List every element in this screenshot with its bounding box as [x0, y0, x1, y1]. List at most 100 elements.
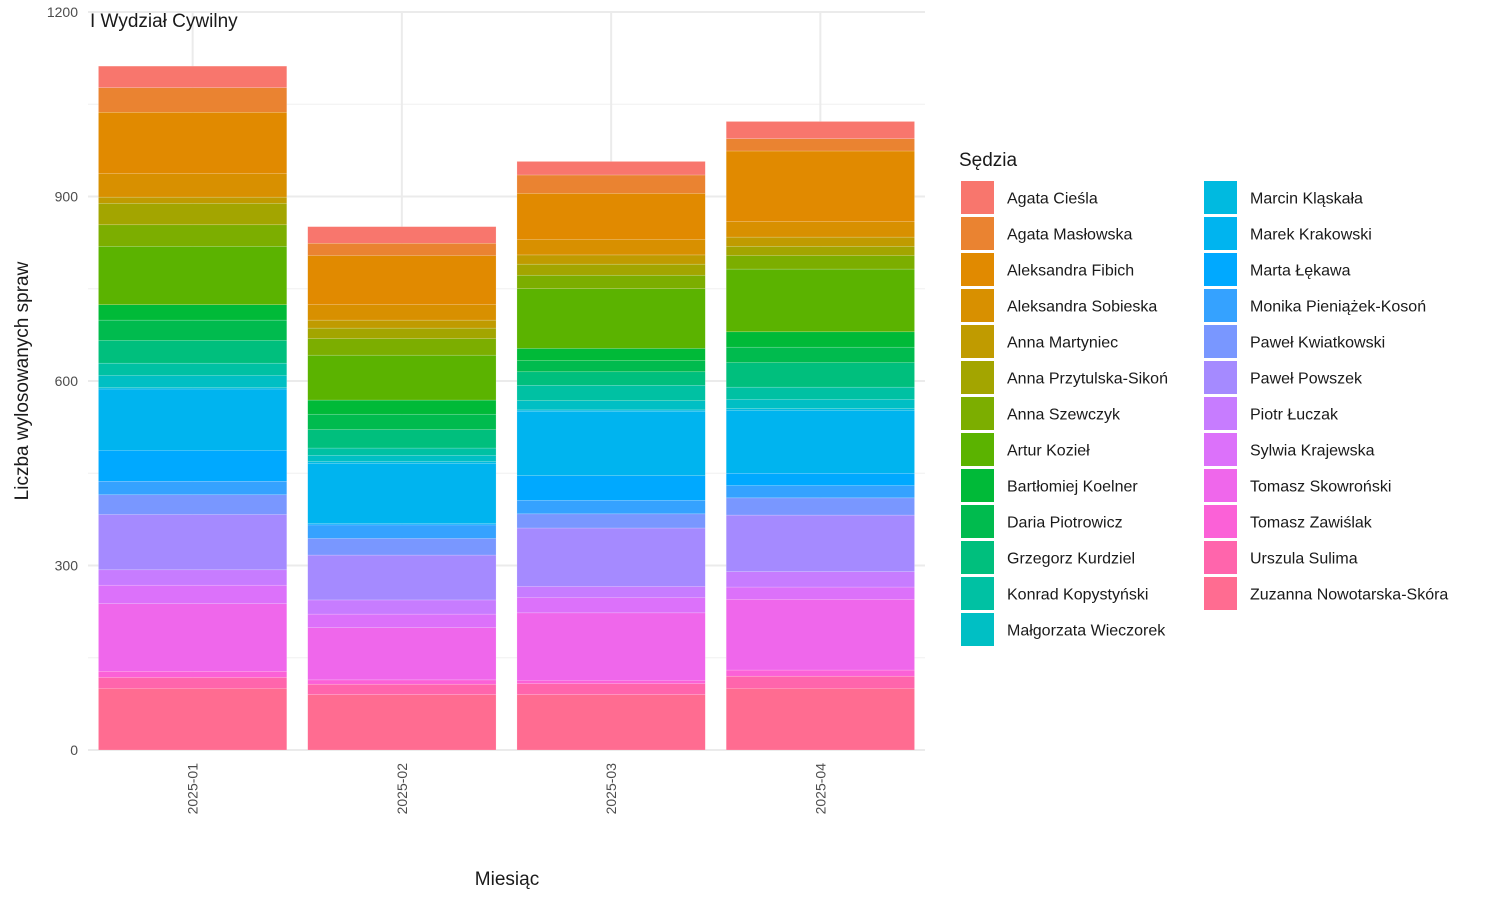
y-tick-label: 900: [55, 189, 79, 205]
bar-segment: [725, 221, 915, 238]
bar-segment: [98, 671, 288, 678]
x-axis-ticks: 2025-01 2025-02 2025-03 2025-04: [185, 763, 829, 815]
bar-segment: [98, 388, 288, 451]
bar-segment: [98, 87, 288, 113]
bar-segment: [516, 597, 706, 614]
bar-segment: [516, 694, 706, 751]
legend-label: Marta Łękawa: [1250, 263, 1351, 280]
x-tick-label: 2025-01: [185, 763, 201, 815]
legend-key: [1204, 541, 1237, 574]
bar-segment: [516, 683, 706, 695]
bar-segment: [307, 226, 497, 244]
bar-segment: [516, 161, 706, 176]
legend-label: Tomasz Zawiślak: [1250, 515, 1373, 532]
bar-segment: [516, 527, 706, 587]
bar-segment: [725, 138, 915, 152]
x-tick-label: 2025-04: [812, 763, 828, 815]
bar-segment: [725, 346, 915, 363]
bar-segment: [98, 514, 288, 571]
bar-segment: [516, 193, 706, 240]
bar-segment: [516, 263, 706, 276]
legend-key: [1204, 181, 1237, 214]
bar-segment: [725, 675, 915, 689]
bar-segment: [307, 413, 497, 430]
bar-segment: [307, 554, 497, 601]
bar-segment: [725, 121, 915, 139]
bar-segment: [725, 586, 915, 600]
y-axis-ticks: 0 300 600 900 1200: [47, 4, 78, 758]
legend-key: [961, 325, 994, 358]
bar-segment: [516, 513, 706, 529]
legend-key: [961, 577, 994, 610]
bar-segment: [725, 571, 915, 588]
legend-label: Monika Pieniążek-Kosoń: [1250, 299, 1426, 316]
bar-segment: [307, 242, 497, 256]
bar-segment: [725, 599, 915, 671]
y-tick-label: 1200: [47, 4, 78, 20]
bar-segment: [725, 255, 915, 270]
bar-segment: [725, 331, 915, 348]
bar-segment: [307, 538, 497, 556]
legend-key: [1204, 433, 1237, 466]
bar-segment: [307, 463, 497, 524]
legend-label: Marcin Kląskała: [1250, 191, 1363, 208]
bar-segment: [725, 399, 915, 409]
legend-label: Anna Martyniec: [1007, 335, 1118, 352]
y-tick-label: 300: [55, 558, 79, 574]
bar-segment: [516, 612, 706, 681]
legend-label: Tomasz Skowroński: [1250, 479, 1391, 496]
bar-segment: [307, 627, 497, 681]
legend-label: Aleksandra Sobieska: [1007, 299, 1157, 316]
bar-segment: [307, 694, 497, 751]
bar-segment: [725, 688, 915, 751]
bar-segment: [725, 246, 915, 256]
legend-key: [961, 397, 994, 430]
legend-label: Anna Przytulska-Sikoń: [1007, 371, 1168, 388]
legend-key: [961, 469, 994, 502]
bar-segment: [98, 304, 288, 321]
legend-label: Agata Cieśla: [1007, 191, 1098, 208]
bar-segment: [98, 480, 288, 496]
legend-key: [1204, 289, 1237, 322]
bar-segment: [98, 584, 288, 604]
bar-segment: [98, 688, 288, 751]
y-tick-label: 600: [55, 373, 79, 389]
bar-segment: [98, 224, 288, 247]
bar-segment: [516, 288, 706, 349]
bar-segment: [307, 461, 497, 464]
legend-key: [961, 289, 994, 322]
legend-label: Agata Masłowska: [1007, 227, 1132, 244]
bar-segment: [307, 319, 497, 329]
bar-segment: [307, 679, 497, 685]
legend-label: Bartłomiej Koelner: [1007, 479, 1138, 496]
bar-segment: [725, 268, 915, 333]
legend-label: Artur Kozieł: [1007, 443, 1090, 460]
bar-segment: [516, 371, 706, 386]
legend: Sędzia Agata Cieśla Agata Masłowska Aleksa…: [959, 150, 1448, 646]
chart-title: I Wydział Cywilny: [90, 11, 238, 32]
legend-label: Aleksandra Fibich: [1007, 263, 1134, 280]
legend-label: Paweł Powszek: [1250, 371, 1363, 388]
legend-label: Konrad Kopystyński: [1007, 587, 1148, 604]
legend-label: Grzegorz Kurdziel: [1007, 551, 1135, 568]
bar-segment: [307, 447, 497, 456]
bar-segment: [725, 386, 915, 400]
bar-segment: [725, 410, 915, 474]
bar-segment: [725, 408, 915, 411]
bar-segment: [516, 254, 706, 265]
bar-segment: [307, 455, 497, 462]
legend-key: [961, 361, 994, 394]
bar-segment: [725, 485, 915, 499]
bar-segment: [307, 399, 497, 415]
legend-key: [961, 541, 994, 574]
bar-segment: [98, 569, 288, 586]
bar-segment: [98, 494, 288, 515]
bar-segment: [725, 514, 915, 572]
legend-label: Marek Krakowski: [1250, 227, 1372, 244]
y-axis-title: Liczba wylosowanych spraw: [12, 261, 33, 500]
bar-segment: [516, 274, 706, 290]
legend-label: Piotr Łuczak: [1250, 407, 1339, 424]
legend-key: [1204, 577, 1237, 610]
legend-label: Paweł Kwiatkowski: [1250, 335, 1385, 352]
bar-segment: [98, 65, 288, 88]
